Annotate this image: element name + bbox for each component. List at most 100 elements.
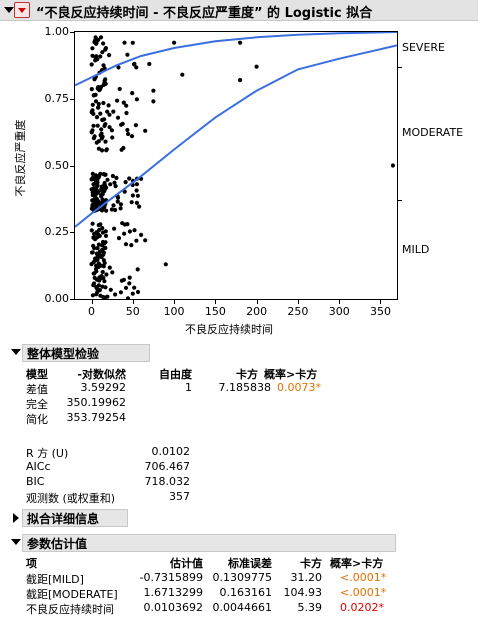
data-point[interactable] (135, 267, 140, 272)
fit-details-header[interactable]: 拟合详细信息 (22, 509, 128, 527)
data-point[interactable] (95, 246, 100, 251)
data-point[interactable] (101, 100, 106, 106)
data-point[interactable] (101, 250, 106, 255)
data-point[interactable] (98, 54, 103, 59)
data-point[interactable] (90, 46, 95, 51)
data-point[interactable] (99, 192, 104, 197)
data-point[interactable] (119, 147, 124, 152)
data-point[interactable] (91, 123, 96, 128)
data-point[interactable] (92, 271, 97, 276)
data-point[interactable] (151, 88, 156, 93)
data-point[interactable] (99, 254, 104, 259)
data-point[interactable] (91, 260, 96, 265)
data-point[interactable] (125, 296, 131, 299)
section-disclosure-icon[interactable] (11, 349, 21, 355)
data-point[interactable] (105, 109, 110, 114)
data-point[interactable] (89, 87, 94, 92)
data-point[interactable] (97, 249, 102, 254)
data-point[interactable] (147, 61, 152, 67)
data-point[interactable] (103, 139, 108, 144)
data-point[interactable] (113, 292, 118, 297)
data-point[interactable] (104, 148, 109, 153)
data-point[interactable] (98, 111, 103, 116)
data-point[interactable] (93, 189, 98, 194)
data-point[interactable] (101, 275, 106, 280)
data-point[interactable] (93, 99, 99, 104)
data-point[interactable] (90, 198, 95, 203)
data-point[interactable] (96, 105, 101, 110)
disclosure-triangle-icon[interactable] (4, 7, 14, 13)
data-point[interactable] (132, 228, 137, 233)
data-point[interactable] (102, 172, 108, 177)
data-point[interactable] (112, 180, 117, 185)
data-point[interactable] (107, 112, 112, 117)
data-point[interactable] (90, 193, 95, 198)
data-point[interactable] (124, 103, 129, 108)
data-point[interactable] (129, 200, 134, 205)
overall-test-header[interactable]: 整体模型检验 (22, 344, 150, 362)
data-point[interactable] (127, 275, 132, 280)
data-point[interactable] (91, 243, 96, 248)
data-point[interactable] (99, 148, 105, 153)
red-triangle-menu-icon[interactable] (14, 2, 30, 18)
data-point[interactable] (135, 193, 140, 198)
data-point[interactable] (103, 81, 108, 86)
data-point[interactable] (91, 182, 96, 187)
data-point[interactable] (101, 258, 106, 263)
data-point[interactable] (94, 292, 99, 297)
data-point[interactable] (103, 229, 108, 234)
data-point[interactable] (143, 238, 148, 243)
data-point[interactable] (92, 203, 97, 208)
data-point[interactable] (94, 115, 100, 120)
data-point[interactable] (134, 97, 139, 102)
data-point[interactable] (107, 265, 112, 270)
data-point[interactable] (254, 64, 259, 69)
data-point[interactable] (102, 279, 107, 284)
data-point[interactable] (95, 123, 100, 128)
data-point[interactable] (123, 180, 128, 185)
data-point[interactable] (121, 277, 126, 282)
data-point[interactable] (121, 100, 126, 105)
data-point[interactable] (130, 91, 135, 96)
data-point[interactable] (93, 35, 98, 40)
data-point[interactable] (125, 52, 130, 57)
data-point[interactable] (143, 128, 148, 133)
data-point[interactable] (113, 184, 118, 189)
data-point[interactable] (94, 140, 99, 145)
data-point[interactable] (134, 188, 139, 193)
data-point[interactable] (96, 175, 101, 180)
data-point[interactable] (108, 287, 113, 292)
data-point[interactable] (104, 272, 109, 277)
data-point[interactable] (98, 86, 103, 92)
data-point[interactable] (133, 123, 138, 128)
data-point[interactable] (116, 236, 122, 241)
data-point[interactable] (131, 62, 137, 67)
data-point[interactable] (180, 72, 185, 77)
data-point[interactable] (122, 222, 127, 227)
param-estimates-header[interactable]: 参数估计值 (22, 534, 396, 552)
data-point[interactable] (106, 103, 111, 108)
data-point[interactable] (113, 207, 118, 213)
section-disclosure-icon[interactable] (13, 513, 19, 523)
data-point[interactable] (118, 290, 123, 295)
data-point[interactable] (123, 285, 129, 290)
data-point[interactable] (102, 123, 107, 128)
data-point[interactable] (92, 40, 97, 45)
data-point[interactable] (105, 294, 110, 299)
data-point[interactable] (90, 250, 95, 255)
data-point[interactable] (127, 281, 132, 286)
data-point[interactable] (104, 208, 109, 213)
data-point[interactable] (116, 65, 121, 70)
data-point[interactable] (127, 176, 132, 181)
data-point[interactable] (137, 204, 142, 209)
data-point[interactable] (130, 291, 135, 296)
data-point[interactable] (93, 92, 98, 97)
data-point[interactable] (108, 182, 113, 187)
data-point[interactable] (98, 35, 104, 40)
data-point[interactable] (115, 115, 121, 120)
data-point[interactable] (130, 193, 135, 198)
data-point[interactable] (122, 40, 127, 45)
data-point[interactable] (101, 295, 106, 299)
data-point[interactable] (122, 231, 127, 236)
data-point[interactable] (93, 176, 98, 181)
